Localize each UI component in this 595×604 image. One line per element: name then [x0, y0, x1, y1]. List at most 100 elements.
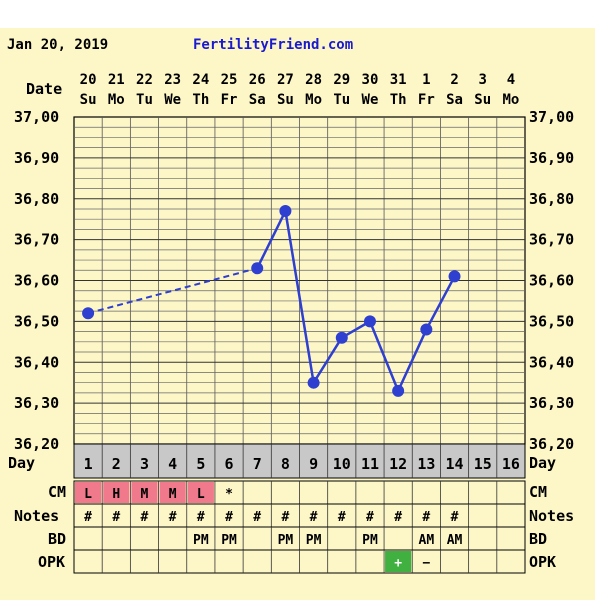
- date-tick-label: 30: [362, 72, 379, 88]
- y-tick-label-left: 36,50: [14, 312, 59, 330]
- day-row-value: 12: [389, 455, 407, 473]
- y-tick-label-right: 36,70: [529, 231, 574, 249]
- notes-row-value: #: [310, 510, 318, 525]
- notes-row-value: #: [422, 510, 430, 525]
- cm-row-highlight-cell: [159, 482, 186, 503]
- cm-row-value: M: [169, 487, 177, 502]
- temperature-line-segment: [312, 337, 343, 384]
- bd-label-left: BD: [48, 530, 66, 548]
- temperature-point: [448, 270, 461, 283]
- cm-row-value: H: [112, 487, 120, 502]
- weekday-tick-label: Su: [474, 92, 491, 108]
- notes-label-right: Notes: [529, 507, 574, 525]
- day-row-value: 8: [281, 455, 290, 473]
- weekday-tick-label: Fr: [418, 92, 435, 108]
- day-label-right: Day: [529, 454, 556, 472]
- cm-label-left: CM: [48, 483, 66, 501]
- y-tick-label-left: 36,40: [14, 353, 59, 371]
- temperature-line-segment: [368, 320, 400, 392]
- weekday-tick-label: Mo: [502, 92, 519, 108]
- notes-row-value: #: [366, 510, 374, 525]
- notes-row-value: #: [141, 510, 149, 525]
- bd-row-value: PM: [193, 533, 209, 548]
- bd-row-value: AM: [419, 533, 435, 548]
- weekday-tick-label: Th: [192, 92, 209, 108]
- notes-row-value: #: [253, 510, 261, 525]
- bd-row-value: AM: [447, 533, 463, 548]
- date-tick-label: 25: [221, 72, 238, 88]
- day-row-value: 4: [168, 455, 177, 473]
- day-row-value: 5: [196, 455, 205, 473]
- weekday-tick-label: We: [164, 92, 181, 108]
- date-tick-label: 1: [422, 72, 430, 88]
- cm-row-highlight-cell: [131, 482, 158, 503]
- y-tick-label-left: 36,70: [14, 231, 59, 249]
- temperature-line-segment: [256, 210, 287, 269]
- notes-row-value: #: [225, 510, 233, 525]
- temperature-line-segment: [397, 329, 428, 392]
- weekday-tick-label: Fr: [221, 92, 238, 108]
- marks-layer: [82, 205, 461, 397]
- weekday-tick-label: Su: [277, 92, 294, 108]
- cm-row-value: L: [197, 487, 205, 502]
- y-tick-label-right: 37,00: [529, 108, 574, 126]
- date-tick-label: 24: [192, 72, 209, 88]
- weekday-tick-label: Tu: [333, 92, 350, 108]
- y-tick-label-left: 37,00: [14, 108, 59, 126]
- bd-row-value: PM: [221, 533, 237, 548]
- y-tick-label-right: 36,90: [529, 149, 574, 167]
- temperature-point: [335, 331, 348, 344]
- header-date: Jan 20, 2019: [7, 37, 108, 53]
- day-row-value: 11: [361, 455, 379, 473]
- temperature-point: [392, 384, 405, 397]
- y-tick-label-left: 36,20: [14, 435, 59, 453]
- cm-row-highlight-cell: [103, 482, 130, 503]
- opk-row-value: +: [394, 556, 402, 571]
- temperature-line-segment: [284, 210, 315, 383]
- day-row-value: 1: [84, 455, 93, 473]
- cm-row-highlight-cell: [187, 482, 214, 503]
- notes-row-value: #: [197, 510, 205, 525]
- y-tick-label-left: 36,80: [14, 190, 59, 208]
- opk-label-left: OPK: [38, 553, 65, 571]
- cm-label-right: CM: [529, 483, 547, 501]
- date-tick-label: 27: [277, 72, 294, 88]
- weekday-tick-label: We: [362, 92, 379, 108]
- date-tick-label: 20: [80, 72, 97, 88]
- day-label-left: Day: [8, 454, 35, 472]
- notes-row-value: #: [394, 510, 402, 525]
- y-tick-label-left: 36,30: [14, 394, 59, 412]
- date-tick-label: 4: [507, 72, 515, 88]
- y-tick-label-right: 36,50: [529, 312, 574, 330]
- notes-row-value: #: [169, 510, 177, 525]
- bd-row-value: PM: [306, 533, 322, 548]
- notes-row-value: #: [451, 510, 459, 525]
- notes-row-value: #: [112, 510, 120, 525]
- weekday-tick-label: Sa: [249, 92, 266, 108]
- date-tick-label: 28: [305, 72, 322, 88]
- y-tick-label-right: 36,20: [529, 435, 574, 453]
- notes-label-left: Notes: [14, 507, 59, 525]
- day-row-value: 9: [309, 455, 318, 473]
- temperature-point: [251, 262, 264, 275]
- weekday-tick-label: Tu: [136, 92, 153, 108]
- bd-row-value: PM: [278, 533, 294, 548]
- y-tick-label-right: 36,80: [529, 190, 574, 208]
- opk-label-right: OPK: [529, 553, 556, 571]
- y-tick-label-left: 36,90: [14, 149, 59, 167]
- notes-row-value: #: [338, 510, 346, 525]
- day-row-value: 14: [446, 455, 464, 473]
- date-tick-label: 29: [333, 72, 350, 88]
- day-row-value: 15: [474, 455, 492, 473]
- date-tick-label: 22: [136, 72, 153, 88]
- weekday-tick-label: Su: [80, 92, 97, 108]
- bd-row-value: PM: [362, 533, 378, 548]
- temperature-point: [307, 376, 320, 389]
- temperature-point: [420, 323, 433, 336]
- y-tick-label-right: 36,30: [529, 394, 574, 412]
- cm-row-value: M: [141, 487, 149, 502]
- grid-layer: 37,00 37,00 36,90 36,90 36,80 36,80 36,70 36,70…: [14, 72, 574, 574]
- weekday-tick-label: Sa: [446, 92, 463, 108]
